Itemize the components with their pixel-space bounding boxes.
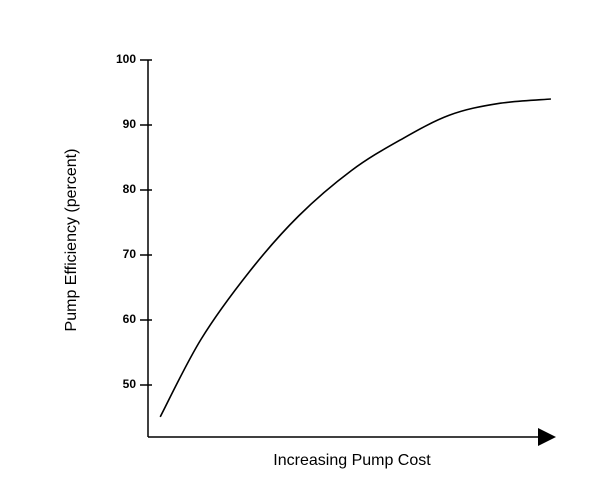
- x-axis-arrow: [538, 428, 556, 446]
- efficiency-curve: [159, 98, 551, 418]
- y-tick-label: 100: [116, 52, 136, 66]
- y-tick-label: 80: [123, 182, 137, 196]
- y-tick-label: 90: [123, 117, 137, 131]
- y-tick-label: 70: [123, 247, 137, 261]
- x-axis-label: Increasing Pump Cost: [273, 452, 431, 469]
- y-tick-label: 60: [123, 312, 137, 326]
- y-tick-label: 50: [123, 377, 137, 391]
- y-axis-label: Pump Efficiency (percent): [63, 149, 80, 332]
